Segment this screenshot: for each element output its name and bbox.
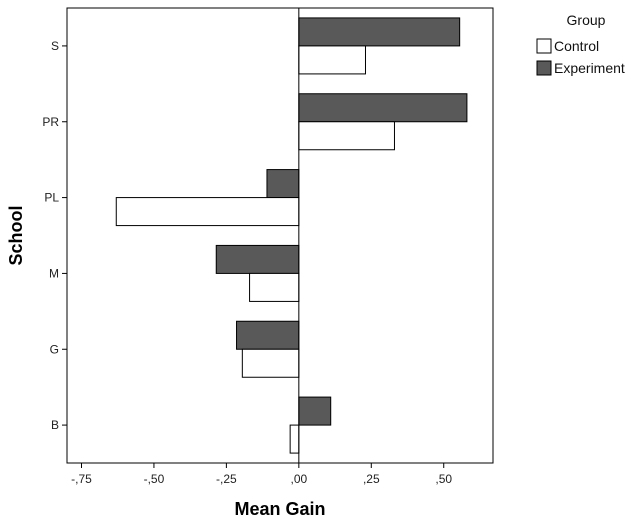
bar-control-pl [115,197,300,227]
x-tick-label: -,50 [144,472,165,486]
y-tick-label: S [51,39,59,53]
y-tick-label: B [51,418,59,432]
bar-experiment-m [215,244,300,274]
legend-swatch-experiment [536,60,552,76]
legend-swatch-control [536,38,552,54]
y-tick-label: PL [44,191,59,205]
x-tick-label: -,75 [71,472,92,486]
y-tick-label: PR [42,115,59,129]
y-tick-label: M [49,266,59,280]
legend-label-control: Control [554,38,599,54]
bar-experiment-pl [266,169,300,199]
bar-experiment-s [298,17,461,47]
x-tick-label: ,00 [290,472,307,486]
bars-layer [115,17,468,454]
y-axis: S PR PL M G B [42,39,67,432]
bar-control-pr [298,121,395,151]
bar-control-s [298,45,366,75]
y-tick-label: G [50,342,59,356]
bar-control-m [249,272,300,302]
legend-label-experiment: Experiment [554,60,625,76]
legend-title: Group [567,12,606,28]
x-axis-title: Mean Gain [234,499,325,519]
x-axis: -,75 -,50 -,25 ,00 ,25 ,50 [71,463,452,486]
bar-experiment-g [236,320,300,350]
bar-experiment-pr [298,93,468,123]
x-tick-label: ,25 [363,472,380,486]
bar-control-b [289,424,300,454]
plot-area [66,7,494,464]
x-tick-label: -,25 [216,472,237,486]
legend: Group Control Experiment [536,12,625,76]
bar-experiment-b [298,396,332,426]
x-tick-label: ,50 [435,472,452,486]
bar-control-g [241,348,300,378]
y-axis-title: School [6,205,26,265]
